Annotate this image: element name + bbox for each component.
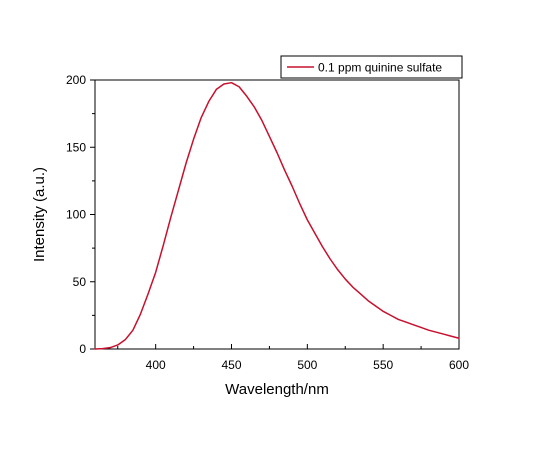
y-axis-label: Intensity (a.u.) (31, 167, 48, 262)
x-tick-label: 550 (373, 358, 393, 372)
x-tick-label: 450 (221, 358, 241, 372)
legend-box (280, 55, 463, 79)
x-axis-label: Wavelength/nm (225, 381, 329, 398)
legend: 0.1 ppm quinine sulfate (280, 55, 463, 79)
ticks-layer: 400 450 500 550 600 0 50 100 150 200 (66, 73, 469, 372)
y-tick-label: 0 (79, 342, 86, 356)
plot-frame (94, 79, 460, 350)
x-tick-label: 400 (146, 358, 166, 372)
y-tick-label: 100 (66, 208, 86, 222)
legend-label: 0.1 ppm quinine sulfate (318, 61, 442, 75)
y-tick-label: 50 (73, 275, 87, 289)
y-tick-label: 150 (66, 140, 86, 154)
series-layer (94, 81, 460, 350)
series-line-0 (94, 81, 460, 350)
x-tick-label: 500 (297, 358, 317, 372)
x-tick-label: 600 (449, 358, 469, 372)
y-tick-label: 200 (66, 73, 86, 87)
